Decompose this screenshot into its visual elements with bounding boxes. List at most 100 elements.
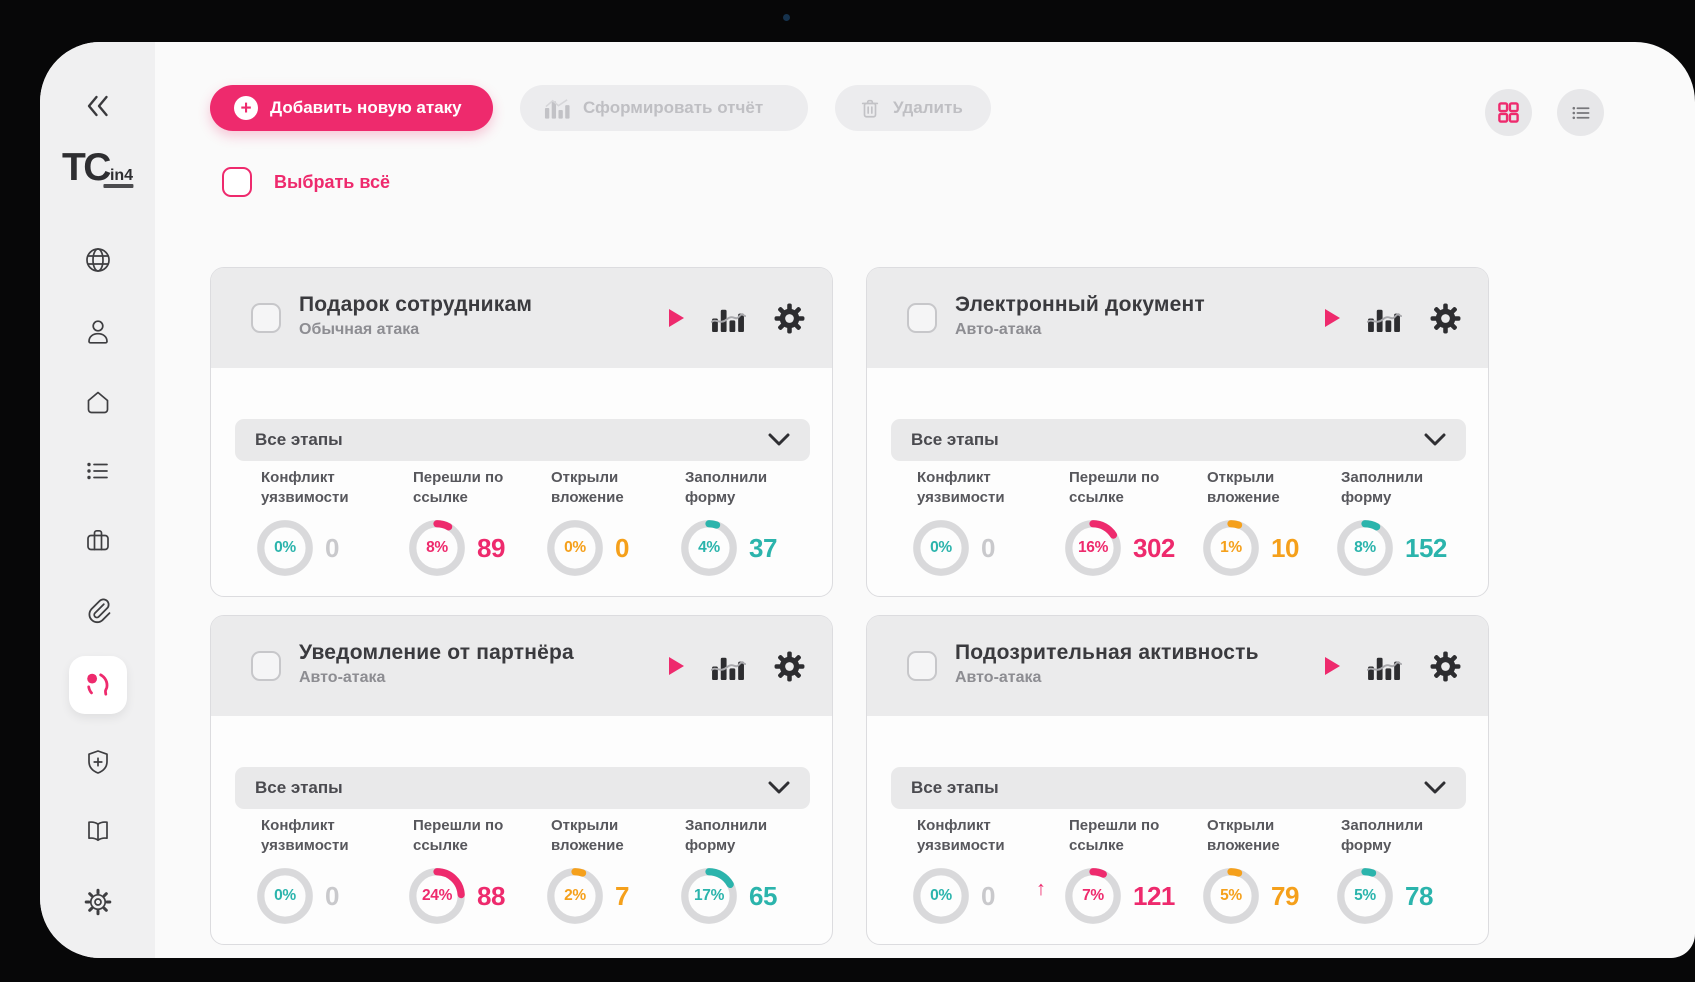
select-all-checkbox[interactable] — [222, 167, 252, 197]
trend-up-icon: ↑ — [1036, 878, 1046, 900]
sidebar-item-profile[interactable] — [76, 309, 120, 353]
card-checkbox[interactable] — [251, 303, 281, 333]
paperclip-icon — [88, 598, 110, 624]
sidebar-item-attachments[interactable] — [76, 588, 120, 632]
run-attack-button[interactable] — [1325, 309, 1340, 327]
generate-report-button[interactable]: Сформировать отчёт — [520, 85, 808, 131]
stage-filter-value: Все этапы — [255, 430, 343, 449]
select-all-label: Выбрать всё — [274, 171, 391, 192]
sidebar-item-settings[interactable] — [76, 880, 120, 924]
stat-vulnerability-conflict: Конфликт уязвимости 0% 0 — [255, 468, 405, 578]
stat-opened-attachment: Открыли вложение 5% 79 — [1201, 816, 1351, 926]
stat-filled-form: Заполнили форму 8% 152 — [1335, 468, 1485, 578]
gear-icon — [774, 651, 805, 681]
card-actions — [1325, 616, 1462, 716]
stat-value: 88 — [477, 880, 505, 911]
card-type: Авто-атака — [299, 669, 386, 686]
stage-filter-select[interactable]: Все этапы — [891, 767, 1466, 809]
donut-chart: 17% — [679, 866, 739, 926]
play-icon — [669, 309, 684, 327]
card-settings-button[interactable] — [773, 302, 806, 335]
card-settings-button[interactable] — [773, 650, 806, 683]
sidebar-item-briefcase[interactable] — [76, 518, 120, 562]
donut-chart: 0% — [545, 518, 605, 578]
card-actions — [1325, 268, 1462, 368]
card-actions — [669, 616, 806, 716]
add-attack-label: Добавить новую атаку — [270, 98, 462, 117]
attack-card: Подозрительная активность Авто-атака — [866, 615, 1489, 945]
gear-icon — [1430, 651, 1461, 681]
sidebar-item-attacks-active[interactable] — [68, 656, 127, 714]
stat-filled-form: Заполнили форму 17% 65 — [679, 816, 829, 926]
donut-chart: 0% — [255, 866, 315, 926]
card-settings-button[interactable] — [1429, 650, 1462, 683]
attack-card: Электронный документ Авто-атака — [866, 267, 1489, 597]
donut-chart: 0% — [911, 866, 971, 926]
stat-clicked-link: Перешли по ссылке 24% 88 — [407, 816, 557, 926]
card-analytics-button[interactable] — [1367, 652, 1402, 681]
stat-label: Открыли вложение — [551, 469, 624, 506]
card-analytics-button[interactable] — [711, 304, 746, 333]
sidebar-item-protection[interactable] — [76, 740, 120, 784]
grid-view-button[interactable] — [1485, 89, 1532, 136]
gear-icon — [774, 303, 805, 333]
chevron-down-icon — [1424, 433, 1446, 446]
shield-plus-icon — [87, 750, 108, 774]
card-title: Электронный документ — [955, 293, 1205, 316]
card-checkbox[interactable] — [907, 303, 937, 333]
card-stats: Конфликт уязвимости 0% 0 Перешли по ссылк… — [867, 468, 1488, 588]
card-stats: Конфликт уязвимости 0% 0 Перешли по ссылк… — [867, 816, 1488, 936]
stat-opened-attachment: Открыли вложение 2% 7 — [545, 816, 695, 926]
card-title: Подарок сотрудникам — [299, 293, 533, 316]
stage-filter-select[interactable]: Все этапы — [235, 767, 810, 809]
play-icon — [1325, 309, 1340, 327]
sidebar-item-globe[interactable] — [76, 238, 120, 282]
stat-value: 37 — [749, 532, 777, 563]
card-analytics-button[interactable] — [711, 652, 746, 681]
sidebar-collapse-button[interactable] — [76, 84, 120, 128]
gear-icon — [84, 888, 111, 916]
user-icon — [87, 320, 108, 344]
chevron-down-icon — [768, 781, 790, 794]
briefcase-icon — [86, 529, 109, 551]
stage-filter-select[interactable]: Все этапы — [235, 419, 810, 461]
sidebar-item-library[interactable] — [76, 809, 120, 853]
list-view-button[interactable] — [1557, 89, 1604, 136]
logo-tagline — [103, 184, 134, 188]
donut-chart: 8% — [1335, 518, 1395, 578]
stat-label: Заполнили форму — [1341, 817, 1424, 854]
card-checkbox[interactable] — [907, 651, 937, 681]
donut-chart: 7% — [1063, 866, 1123, 926]
donut-chart: 5% — [1201, 866, 1261, 926]
sidebar-item-list[interactable] — [76, 449, 120, 493]
delete-button[interactable]: Удалить — [835, 85, 991, 131]
delete-label: Удалить — [893, 98, 963, 117]
donut-chart: 4% — [679, 518, 739, 578]
stat-label: Открыли вложение — [551, 817, 624, 854]
stat-value: 89 — [477, 532, 505, 563]
card-checkbox[interactable] — [251, 651, 281, 681]
run-attack-button[interactable] — [1325, 657, 1340, 675]
report-chart-icon — [544, 98, 570, 119]
stat-label: Заполнили форму — [1341, 469, 1424, 506]
stat-label: Перешли по ссылке — [413, 469, 504, 506]
stat-label: Конфликт уязвимости — [261, 469, 349, 506]
stage-filter-select[interactable]: Все этапы — [891, 419, 1466, 461]
card-stats: Конфликт уязвимости 0% 0 Перешли по ссылк… — [211, 468, 832, 588]
card-analytics-button[interactable] — [1367, 304, 1402, 333]
add-attack-button[interactable]: + Добавить новую атаку — [210, 85, 493, 131]
stat-value: 0 — [981, 532, 995, 563]
chevron-down-icon — [1424, 781, 1446, 794]
brand-logo: TCin4 — [62, 146, 134, 190]
run-attack-button[interactable] — [669, 657, 684, 675]
stat-filled-form: Заполнили форму 5% 78 — [1335, 816, 1485, 926]
stat-value: 65 — [749, 880, 777, 911]
bar-chart-icon — [1367, 657, 1402, 680]
card-settings-button[interactable] — [1429, 302, 1462, 335]
bar-chart-icon — [711, 309, 746, 332]
card-header: Подарок сотрудникам Обычная атака — [211, 268, 832, 368]
run-attack-button[interactable] — [669, 309, 684, 327]
sidebar-item-home[interactable] — [76, 380, 120, 424]
logo-sub: in4 — [109, 167, 134, 184]
